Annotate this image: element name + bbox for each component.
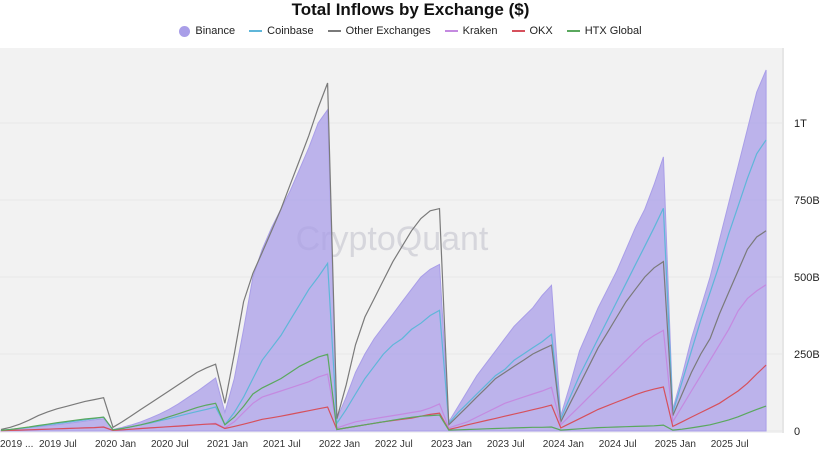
series-line-other-exchanges <box>0 82 767 431</box>
x-tick-label: 2024 Jul <box>599 439 637 450</box>
x-tick-label: 2022 Jul <box>375 439 413 450</box>
legend-label: Binance <box>195 25 236 37</box>
x-tick-label: 2024 Jan <box>543 439 584 450</box>
x-tick-label: 2020 Jan <box>95 439 136 450</box>
legend-item[interactable]: OKX <box>511 25 553 37</box>
legend-label: Coinbase <box>267 25 314 37</box>
x-tick-label: 2020 Jul <box>151 439 189 450</box>
x-tick-label: 2023 Jul <box>487 439 525 450</box>
legend-item[interactable]: HTX Global <box>566 25 642 37</box>
legend-swatch <box>249 30 263 32</box>
legend: Binance Coinbase Other Exchanges Kraken OKX H… <box>0 25 821 37</box>
legend-label: Kraken <box>462 25 498 37</box>
legend-label: Other Exchanges <box>345 25 431 37</box>
x-tick-label: 2023 Jan <box>431 439 472 450</box>
legend-swatch <box>179 25 191 37</box>
legend-item[interactable]: Other Exchanges <box>327 25 431 37</box>
x-tick-label: 2021 Jul <box>263 439 301 450</box>
x-tick-label: 2021 Jan <box>207 439 248 450</box>
y-tick-label: 750B <box>794 195 820 207</box>
x-tick-label: 2019 ... <box>0 439 33 450</box>
x-tick-label: 2022 Jan <box>319 439 360 450</box>
legend-swatch <box>511 30 525 32</box>
y-tick-label: 500B <box>794 272 820 284</box>
y-tick-label: 0 <box>794 426 800 438</box>
legend-swatch <box>566 30 580 32</box>
x-tick-label: 2025 Jan <box>655 439 696 450</box>
chart-title: Total Inflows by Exchange ($) <box>291 0 530 19</box>
legend-label: HTX Global <box>584 25 642 37</box>
legend-swatch <box>327 30 341 32</box>
legend-item[interactable]: Coinbase <box>249 25 314 37</box>
legend-label: OKX <box>529 25 553 37</box>
series-line-htx-global <box>0 353 767 431</box>
x-tick-label: 2025 Jul <box>711 439 749 450</box>
y-tick-label: 1T <box>794 118 807 130</box>
legend-swatch <box>444 30 458 32</box>
legend-item[interactable]: Binance <box>179 25 235 37</box>
legend-item[interactable]: Kraken <box>444 25 498 37</box>
y-tick-label: 250B <box>794 349 820 361</box>
x-tick-label: 2019 Jul <box>39 439 77 450</box>
